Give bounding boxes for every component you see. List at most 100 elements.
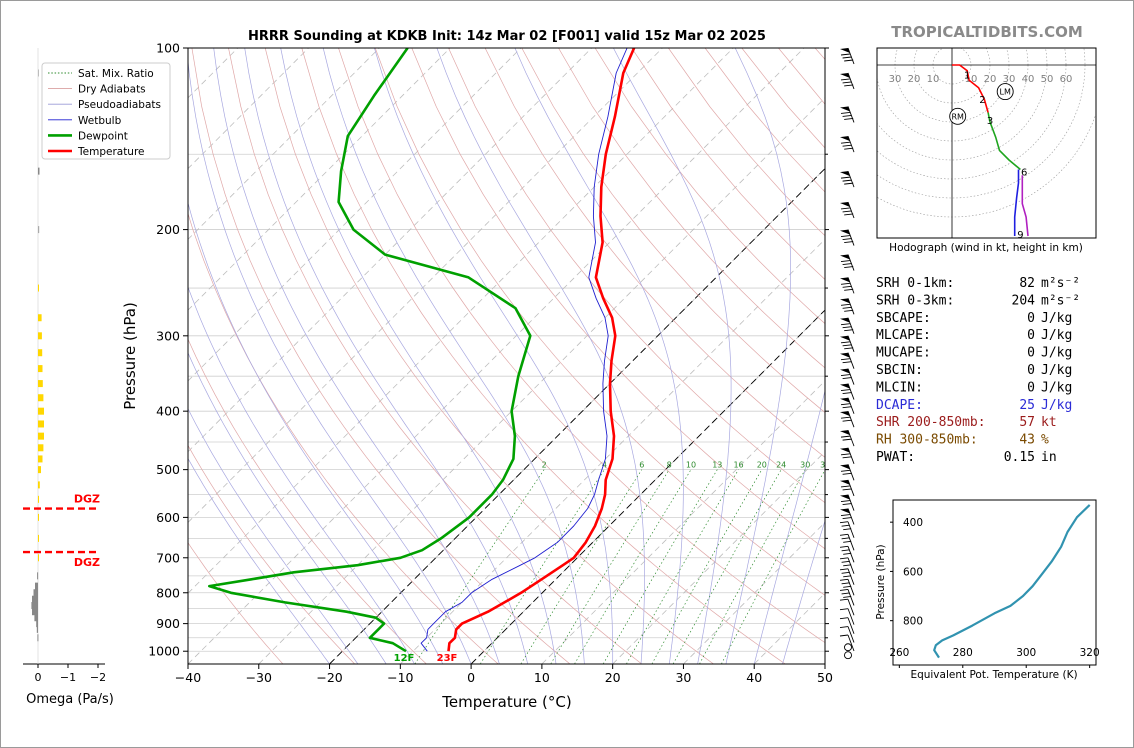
index-unit: m²s⁻² <box>1041 293 1080 308</box>
calm-wind-circle <box>844 643 852 652</box>
barb-staff <box>847 634 855 652</box>
x-tick-label: −10 <box>387 670 413 685</box>
mixing-ratio-label: 36 <box>820 461 830 470</box>
barb-feather <box>840 53 851 56</box>
barb-staff <box>847 626 855 643</box>
wind-barb <box>840 397 855 414</box>
series-dewpoint <box>208 48 532 653</box>
pseudoadiabat <box>213 48 500 664</box>
index-row: SHR 200-850mb: 57 kt <box>876 415 1057 430</box>
barb-feather <box>840 323 851 326</box>
omega-bar <box>38 444 44 452</box>
barb-flag <box>840 447 850 453</box>
barb-flag <box>840 201 850 207</box>
barb-flag <box>840 136 850 142</box>
indices-table: SRH 0-1km: 82 m²s⁻² SRH 0-3km: 204 m²s⁻² SBCAP… <box>876 276 1080 465</box>
legend-label: Sat. Mix. Ratio <box>78 68 154 80</box>
index-label: MLCAPE: <box>876 328 931 343</box>
mixing-ratio-label: 16 <box>733 461 743 470</box>
site-watermark: TROPICALTIDBITS.COM <box>891 23 1083 41</box>
dry-adiabat <box>188 444 355 664</box>
barb-feather <box>839 533 849 536</box>
theta-y-tick-label: 600 <box>903 566 923 578</box>
pseudoadiabat <box>188 352 387 664</box>
barb-feather <box>844 147 854 150</box>
barb-flag <box>840 298 850 304</box>
x-tick-label: 20 <box>605 670 621 685</box>
hodo-ring-label: 20 <box>908 74 921 85</box>
barb-feather <box>842 472 852 475</box>
barb-feather <box>841 592 850 595</box>
omega-bar <box>38 513 39 521</box>
index-unit: J/kg <box>1041 311 1072 326</box>
omega-bar <box>38 466 41 474</box>
dry-adiabat <box>741 48 825 149</box>
wind-barbs <box>839 47 855 660</box>
barb-feather <box>844 288 854 291</box>
series-temperature <box>447 48 636 652</box>
barb-feather <box>840 485 851 488</box>
skewt-ylabel: Pressure (hPa) <box>121 302 139 410</box>
index-label: SRH 0-3km: <box>876 293 954 308</box>
index-value: 0 <box>1027 346 1035 361</box>
barb-feather <box>839 557 849 560</box>
x-tick-label: 40 <box>746 670 762 685</box>
omega-bar <box>36 625 38 633</box>
surface-temp-label: 23F <box>437 653 458 664</box>
barb-feather <box>841 549 850 552</box>
dry-adiabat <box>338 48 825 644</box>
x-tick-label: −40 <box>175 670 201 685</box>
barb-flag <box>840 352 850 358</box>
pseudoadiabat <box>322 48 585 664</box>
index-row: MLCAPE: 0 J/kg <box>876 328 1072 343</box>
omega-bar <box>38 432 44 440</box>
wind-barb <box>839 634 855 652</box>
omega-bar <box>37 572 39 580</box>
index-label: PWAT: <box>876 450 915 465</box>
index-value: 0 <box>1027 328 1035 343</box>
legend-label: Wetbulb <box>78 115 122 127</box>
storm-motion-lm-circle <box>996 83 1014 101</box>
hodo-height-label: 3 <box>987 116 993 127</box>
omega-xlabel: Omega (Pa/s) <box>26 692 114 707</box>
isotherm-line <box>683 521 825 664</box>
mixing-ratio-label: 24 <box>776 461 786 470</box>
dry-adiabat <box>411 48 825 550</box>
barb-feather <box>842 377 852 380</box>
dgz-label: DGZ <box>74 556 100 569</box>
mixing-ratio-line <box>520 469 643 664</box>
dry-adiabat <box>228 48 643 664</box>
wind-barb <box>840 317 855 334</box>
pseudoadiabat <box>782 519 825 664</box>
omega-bar <box>38 314 42 322</box>
omega-bar <box>35 582 38 590</box>
omega-bar <box>36 620 38 628</box>
barb-staff <box>847 534 855 551</box>
omega-bar <box>38 349 43 357</box>
theta-x-tick-label: 320 <box>1080 647 1100 659</box>
barb-flag <box>840 48 850 53</box>
barb-feather <box>840 358 851 361</box>
index-value: 82 <box>1019 276 1035 291</box>
omega-tick-label: −1 <box>60 671 76 684</box>
theta-e-ylabel: Pressure (hPa) <box>875 544 887 619</box>
theta-x-tick-label: 260 <box>889 647 909 659</box>
barb-feather <box>841 537 850 540</box>
barb-flag <box>840 411 850 417</box>
barb-feather <box>840 453 851 456</box>
index-row: SBCIN: 0 J/kg <box>876 363 1072 378</box>
barb-feather <box>839 521 849 524</box>
wind-barb <box>840 429 855 447</box>
theta-y-tick-label: 400 <box>903 517 923 529</box>
mixing-ratio-line <box>721 469 825 664</box>
dry-adiabat <box>814 48 825 60</box>
barb-feather <box>843 575 852 578</box>
hodo-ring-label: 10 <box>965 74 978 85</box>
barb-feather <box>843 585 852 588</box>
legend-label: Pseudoadiabats <box>78 99 161 111</box>
hodo-height-label: 6 <box>1021 167 1027 178</box>
wind-barb <box>840 229 855 246</box>
wind-barb <box>840 254 855 271</box>
wind-barb <box>840 494 855 511</box>
omega-bar <box>32 595 38 603</box>
